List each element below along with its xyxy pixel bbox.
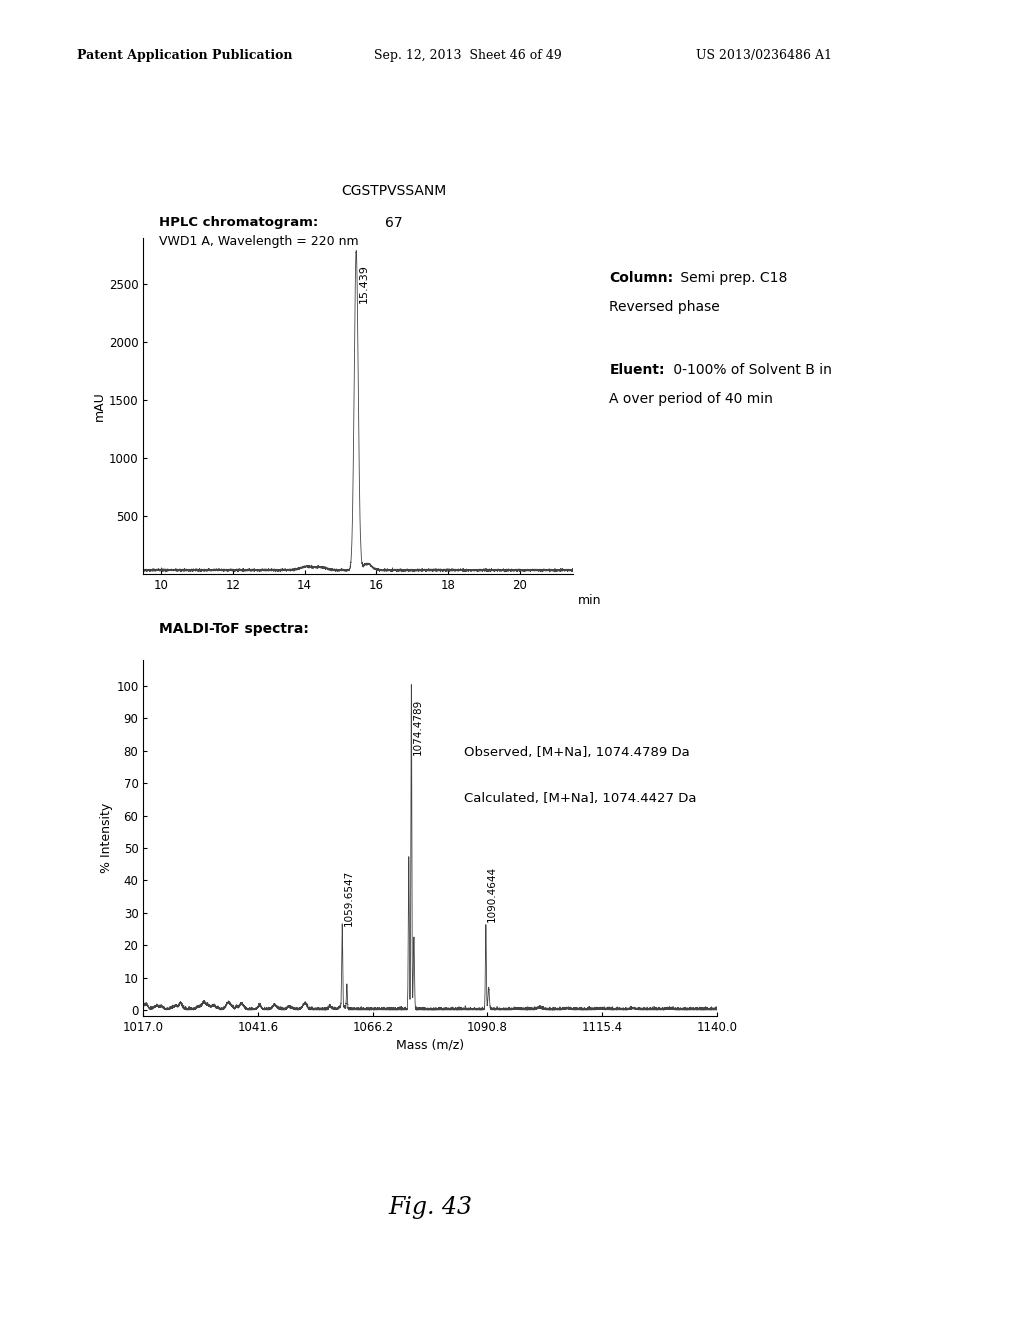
Text: Semi prep. C18: Semi prep. C18 (676, 271, 787, 285)
Text: A over period of 40 min: A over period of 40 min (609, 392, 773, 407)
Text: Patent Application Publication: Patent Application Publication (77, 49, 292, 62)
Text: 1090.4644: 1090.4644 (487, 866, 498, 923)
Text: Observed, [M+Na], 1074.4789 Da: Observed, [M+Na], 1074.4789 Da (465, 746, 690, 759)
Text: CGSTPVSSANM: CGSTPVSSANM (342, 183, 446, 198)
Text: 0-100% of Solvent B in: 0-100% of Solvent B in (669, 363, 831, 378)
Text: min: min (578, 594, 601, 607)
Text: VWD1 A, Wavelength = 220 nm: VWD1 A, Wavelength = 220 nm (159, 235, 358, 248)
Text: 1059.6547: 1059.6547 (344, 870, 353, 925)
Text: Sep. 12, 2013  Sheet 46 of 49: Sep. 12, 2013 Sheet 46 of 49 (374, 49, 561, 62)
Text: HPLC chromatogram:: HPLC chromatogram: (159, 216, 318, 230)
Text: 1074.4789: 1074.4789 (413, 698, 423, 755)
Text: 67: 67 (385, 216, 403, 231)
Text: Calculated, [M+Na], 1074.4427 Da: Calculated, [M+Na], 1074.4427 Da (465, 792, 697, 805)
Y-axis label: % Intensity: % Intensity (100, 803, 114, 874)
Text: US 2013/0236486 A1: US 2013/0236486 A1 (696, 49, 833, 62)
X-axis label: Mass (m/z): Mass (m/z) (396, 1039, 464, 1052)
Text: Fig. 43: Fig. 43 (388, 1196, 472, 1220)
Text: Eluent:: Eluent: (609, 363, 665, 378)
Text: Column:: Column: (609, 271, 674, 285)
Text: 15.439: 15.439 (359, 264, 369, 304)
Text: Reversed phase: Reversed phase (609, 300, 720, 314)
Text: MALDI-ToF spectra:: MALDI-ToF spectra: (159, 622, 308, 636)
Y-axis label: mAU: mAU (93, 391, 106, 421)
